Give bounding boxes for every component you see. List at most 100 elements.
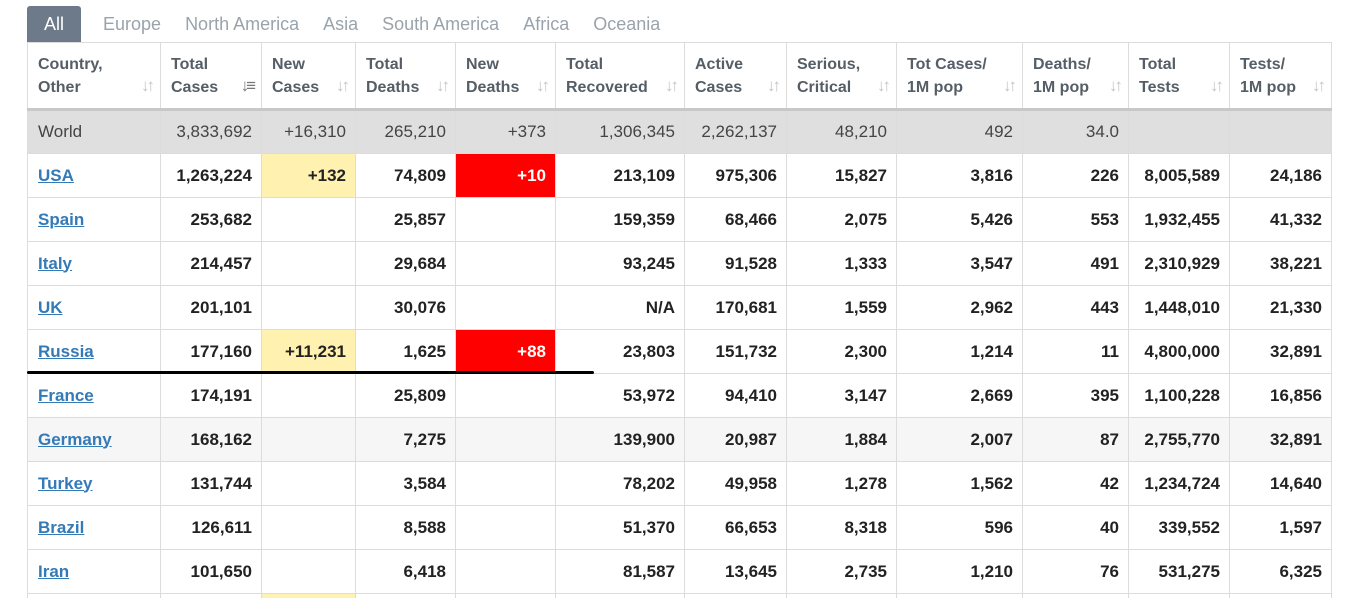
cell-total-deaths: 74,809 <box>355 153 456 198</box>
tab-south-america[interactable]: South America <box>382 14 500 34</box>
cell-active-cases: 170,681 <box>684 285 787 330</box>
country-link[interactable]: Russia <box>38 341 94 361</box>
cell-new-deaths <box>455 417 556 462</box>
column-header-country-other[interactable]: Country, Other ↓↑ <box>27 42 161 111</box>
cell-total-deaths: 25,857 <box>355 197 456 242</box>
country-link[interactable]: Italy <box>38 253 73 273</box>
cell-country-other: Iran <box>27 549 161 594</box>
country-link[interactable]: Iran <box>38 561 70 581</box>
cell-tests-per-1m: 41,332 <box>1229 197 1332 242</box>
column-header-line1: Total <box>566 55 604 73</box>
cell-country-other: Turkey <box>27 461 161 506</box>
sort-arrows-icon[interactable]: ↓↑ <box>767 76 781 95</box>
cell-active-cases: 151,732 <box>684 329 787 374</box>
country-link[interactable]: Spain <box>38 209 85 229</box>
column-header-line1: Deaths/ <box>1033 55 1091 73</box>
sort-arrows-icon[interactable]: ↓↑ <box>1109 76 1123 95</box>
table-row: France 174,191 25,809 53,972 94,410 3,147 2,66… <box>27 373 1332 418</box>
cell-deaths-per-1m: 226 <box>1022 153 1129 198</box>
sort-descending-icon[interactable]: ↓≡ <box>240 76 257 95</box>
cell-total-cases: 1,263,224 <box>160 153 262 198</box>
cell-deaths-per-1m: 491 <box>1022 241 1129 286</box>
country-link[interactable]: France <box>38 385 94 405</box>
cell-tot-cases-per-1m: 5,426 <box>896 197 1023 242</box>
sort-arrows-icon[interactable]: ↓↑ <box>336 76 350 95</box>
tab-north-america[interactable]: North America <box>185 14 300 34</box>
cell-new-deaths <box>455 549 556 594</box>
cell-country-other: USA <box>27 153 161 198</box>
table-row: Spain 253,682 25,857 159,359 68,466 2,075 5,42… <box>27 197 1332 242</box>
world-row: World 3,833,692 +16,310 265,210 +373 1,306,34… <box>27 109 1332 154</box>
tab-all[interactable]: All <box>27 6 82 42</box>
tab-asia[interactable]: Asia <box>323 14 359 34</box>
table-row: UK 201,101 30,076 N/A 170,681 1,559 2,962 443 1,… <box>27 285 1332 330</box>
cell-country-other: Germany <box>27 417 161 462</box>
cell-tests-per-1m: 16,856 <box>1229 373 1332 418</box>
column-header-active-cases[interactable]: Active Cases ↓↑ <box>684 42 787 111</box>
column-header-line2: Tests <box>1139 78 1180 96</box>
column-header-total-deaths[interactable]: Total Deaths ↓↑ <box>355 42 456 111</box>
cell-serious-critical: 48,210 <box>786 109 897 154</box>
column-header-serious-critical[interactable]: Serious, Critical ↓↑ <box>786 42 897 111</box>
cell-country-other: World <box>27 109 161 154</box>
cell-country-other: France <box>27 373 161 418</box>
country-link[interactable]: Germany <box>38 429 112 449</box>
column-header-new-cases[interactable]: New Cases ↓↑ <box>261 42 356 111</box>
tab-africa[interactable]: Africa <box>523 14 570 34</box>
country-link[interactable]: USA <box>38 165 74 185</box>
cell-total-deaths: 7,275 <box>355 417 456 462</box>
sort-arrows-icon[interactable]: ↓↑ <box>436 76 450 95</box>
cell-tot-cases-per-1m: 1,562 <box>896 461 1023 506</box>
cell-new-deaths <box>455 241 556 286</box>
cell-serious-critical: 8,318 <box>786 505 897 550</box>
column-header-deaths-per-1m[interactable]: Deaths/1M pop ↓↑ <box>1022 42 1129 111</box>
cell-total-recovered: 53,972 <box>555 373 685 418</box>
column-header-tot-cases-per-1m[interactable]: Tot Cases/1M pop ↓↑ <box>896 42 1023 111</box>
cell-total-recovered: 139,900 <box>555 417 685 462</box>
cell-total-recovered: N/A <box>555 285 685 330</box>
tab-oceania[interactable]: Oceania <box>593 14 661 34</box>
cell-new-deaths: +88 <box>455 329 556 374</box>
sort-arrows-icon[interactable]: ↓↑ <box>1210 76 1224 95</box>
cell-deaths-per-1m: 443 <box>1022 285 1129 330</box>
sort-arrows-icon[interactable]: ↓↑ <box>141 76 155 95</box>
country-link[interactable]: UK <box>38 297 63 317</box>
cell-new-cases <box>261 549 356 594</box>
country-link[interactable]: Brazil <box>38 517 85 537</box>
column-header-total-recovered[interactable]: Total Recovered ↓↑ <box>555 42 685 111</box>
sort-arrows-icon[interactable]: ↓↑ <box>1312 76 1326 95</box>
cell-tot-cases-per-1m: 1,210 <box>896 549 1023 594</box>
table-row: Italy 214,457 29,684 93,245 91,528 1,333 3,547… <box>27 241 1332 286</box>
sort-arrows-icon[interactable]: ↓↑ <box>877 76 891 95</box>
cell-new-cases: +132 <box>261 153 356 198</box>
sort-arrows-icon[interactable]: ↓↑ <box>536 76 550 95</box>
country-link[interactable]: Turkey <box>38 473 93 493</box>
sort-arrows-icon[interactable]: ↓↑ <box>665 76 679 95</box>
cell-deaths-per-1m: 76 <box>1022 549 1129 594</box>
cell-tot-cases-per-1m: 3,547 <box>896 241 1023 286</box>
column-header-tests-per-1m[interactable]: Tests/1M pop ↓↑ <box>1229 42 1332 111</box>
cell-total-recovered: 159,359 <box>555 197 685 242</box>
cell-total-tests: 1,932,455 <box>1128 197 1230 242</box>
cell-total-cases: 201,101 <box>160 285 262 330</box>
cell-tests-per-1m: 21,330 <box>1229 285 1332 330</box>
column-header-total-cases[interactable]: Total Cases ↓≡ <box>160 42 262 111</box>
cell-new-deaths <box>455 593 556 598</box>
table-row: Turkey 131,744 3,584 78,202 49,958 1,278 1,562… <box>27 461 1332 506</box>
column-header-line2: Cases <box>171 78 219 96</box>
cell-total-recovered: 1,306,345 <box>555 109 685 154</box>
cell-total-cases: 174,191 <box>160 373 262 418</box>
column-header-total-tests[interactable]: Total Tests ↓↑ <box>1128 42 1230 111</box>
cell-tests-per-1m: 38,221 <box>1229 241 1332 286</box>
column-header-line1: Serious, <box>797 55 861 73</box>
table-row: Brazil 126,611 8,588 51,370 66,653 8,318 596 40… <box>27 505 1332 550</box>
cell-tests-per-1m: 14,640 <box>1229 461 1332 506</box>
tab-europe[interactable]: Europe <box>103 14 162 34</box>
sort-arrows-icon[interactable]: ↓↑ <box>1003 76 1017 95</box>
cell-tot-cases-per-1m: 2,007 <box>896 417 1023 462</box>
cell-tot-cases-per-1m: 596 <box>896 505 1023 550</box>
column-header-new-deaths[interactable]: New Deaths ↓↑ <box>455 42 556 111</box>
cell-active-cases: 66,653 <box>684 505 787 550</box>
cell-deaths-per-1m: 395 <box>1022 373 1129 418</box>
cell-tests-per-1m: 32,891 <box>1229 417 1332 462</box>
